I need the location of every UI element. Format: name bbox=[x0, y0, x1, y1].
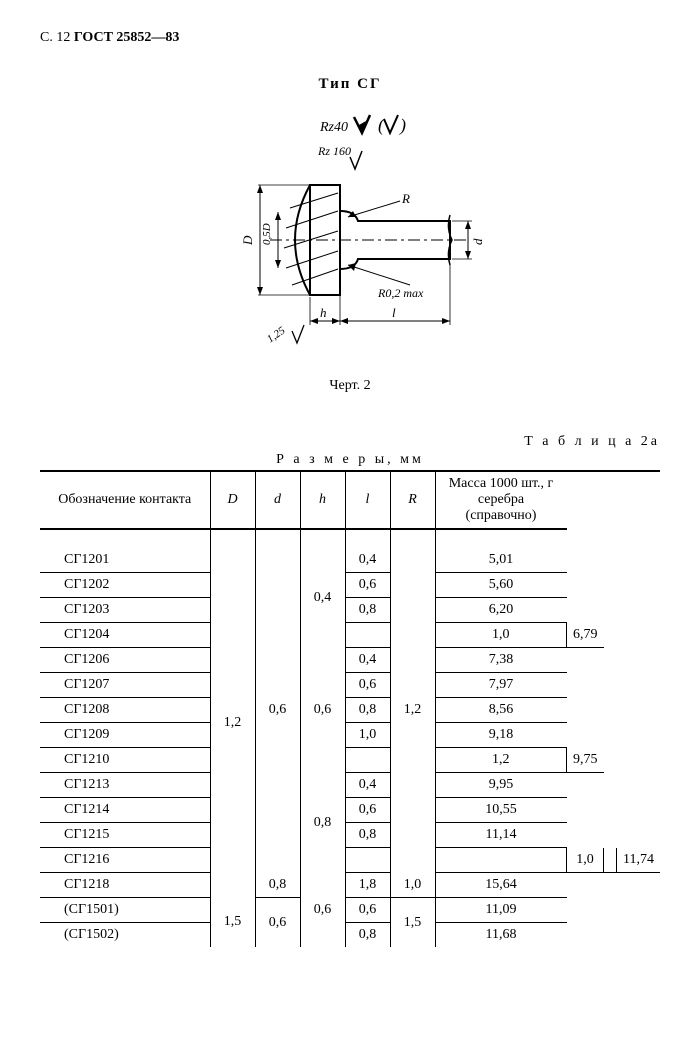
th-R: R bbox=[390, 471, 435, 529]
table-row: СГ1207 0,6 7,97 bbox=[40, 673, 660, 698]
svg-text:(: ( bbox=[378, 115, 385, 136]
svg-text:): ) bbox=[399, 115, 406, 136]
label-rz160: Rz 160 bbox=[317, 144, 351, 158]
svg-text:d: d bbox=[470, 238, 485, 245]
svg-text:R0,2 max: R0,2 max bbox=[377, 286, 424, 300]
table-row: СГ1210 1,2 9,75 bbox=[40, 748, 660, 773]
th-h: h bbox=[300, 471, 345, 529]
svg-text:h: h bbox=[320, 305, 327, 320]
cell-h: 0,4 bbox=[300, 548, 345, 648]
figure-caption: Черт. 2 bbox=[40, 378, 660, 394]
th-D: D bbox=[210, 471, 255, 529]
table-row: СГ1204 1,0 6,79 bbox=[40, 623, 660, 648]
table-row: СГ1206 0,6 0,4 7,38 bbox=[40, 648, 660, 673]
svg-text:D: D bbox=[240, 235, 255, 246]
table-row: СГ1203 0,8 6,20 bbox=[40, 598, 660, 623]
svg-text:1,25: 1,25 bbox=[265, 324, 288, 345]
table-row: СГ1208 0,8 8,56 bbox=[40, 698, 660, 723]
svg-text:0,5D: 0,5D bbox=[261, 223, 273, 245]
cell-d: 0,6 bbox=[255, 548, 300, 873]
table-row: (СГ1501) 1,5 0,6 0,6 1,5 11,09 bbox=[40, 898, 660, 923]
dimensions-title: Р а з м е р ы, мм bbox=[40, 452, 660, 468]
cell-R: 1,2 bbox=[390, 548, 435, 873]
table-row: СГ1216 1,0 11,74 bbox=[40, 848, 660, 873]
cell-D: 1,2 bbox=[210, 548, 255, 898]
table-row: СГ1201 1,2 0,6 0,4 0,4 1,2 5,01 bbox=[40, 548, 660, 573]
th-l: l bbox=[345, 471, 390, 529]
surface-finish-note: Rz40 ( ) bbox=[320, 113, 660, 137]
table-row: СГ1213 0,8 0,4 9,95 bbox=[40, 773, 660, 798]
page-number: С. 12 bbox=[40, 30, 70, 45]
type-title: Тип СГ bbox=[40, 76, 660, 93]
th-mass: Масса 1000 шт., г серебра (справочно) bbox=[435, 471, 567, 529]
svg-text:l: l bbox=[392, 305, 396, 320]
dimensions-table: Обозначение контакта D d h l R Масса 100… bbox=[40, 470, 660, 947]
table-row: СГ1202 0,6 5,60 bbox=[40, 573, 660, 598]
technical-drawing: Rz 160 D 0,5D bbox=[40, 143, 660, 368]
table-row: СГ1218 0,8 0,6 1,8 1,0 15,64 bbox=[40, 873, 660, 898]
table-row: СГ1209 1,0 9,18 bbox=[40, 723, 660, 748]
table-row: (СГ1502) 0,8 11,68 bbox=[40, 923, 660, 948]
page-header: С. 12 ГОСТ 25852—83 bbox=[40, 30, 660, 46]
th-d: d bbox=[255, 471, 300, 529]
table-label: Т а б л и ц а 2а bbox=[40, 434, 660, 450]
gost-number: ГОСТ 25852—83 bbox=[74, 30, 180, 45]
table-row: СГ1214 0,6 10,55 bbox=[40, 798, 660, 823]
svg-text:R: R bbox=[401, 191, 410, 206]
th-designation: Обозначение контакта bbox=[40, 471, 210, 529]
table-row: СГ1215 0,8 11,14 bbox=[40, 823, 660, 848]
